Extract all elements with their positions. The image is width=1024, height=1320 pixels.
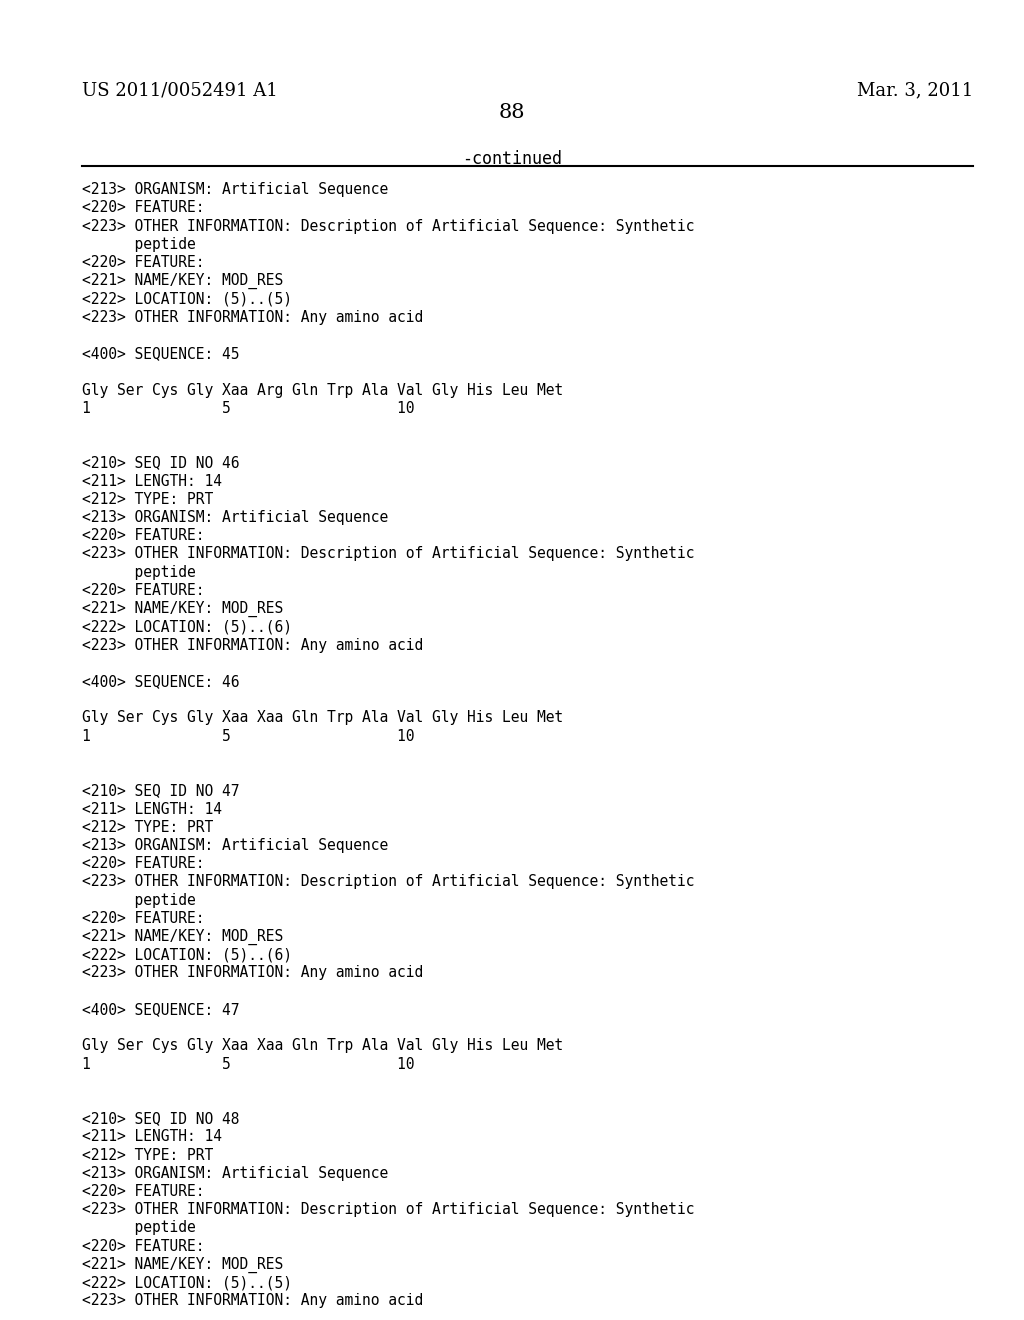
Text: US 2011/0052491 A1: US 2011/0052491 A1 — [82, 82, 278, 100]
Text: <220> FEATURE:: <220> FEATURE: — [82, 255, 205, 271]
Text: peptide: peptide — [82, 892, 196, 908]
Text: -continued: -continued — [462, 150, 562, 169]
Text: <212> TYPE: PRT: <212> TYPE: PRT — [82, 1147, 213, 1163]
Text: peptide: peptide — [82, 565, 196, 579]
Text: <210> SEQ ID NO 46: <210> SEQ ID NO 46 — [82, 455, 240, 470]
Text: <213> ORGANISM: Artificial Sequence: <213> ORGANISM: Artificial Sequence — [82, 182, 388, 197]
Text: <223> OTHER INFORMATION: Any amino acid: <223> OTHER INFORMATION: Any amino acid — [82, 965, 423, 981]
Text: <220> FEATURE:: <220> FEATURE: — [82, 201, 205, 215]
Text: <400> SEQUENCE: 46: <400> SEQUENCE: 46 — [82, 675, 240, 689]
Text: <223> OTHER INFORMATION: Description of Artificial Sequence: Synthetic: <223> OTHER INFORMATION: Description of … — [82, 546, 694, 561]
Text: <222> LOCATION: (5)..(5): <222> LOCATION: (5)..(5) — [82, 1275, 292, 1290]
Text: <220> FEATURE:: <220> FEATURE: — [82, 911, 205, 925]
Text: <220> FEATURE:: <220> FEATURE: — [82, 583, 205, 598]
Text: <400> SEQUENCE: 47: <400> SEQUENCE: 47 — [82, 1002, 240, 1016]
Text: Gly Ser Cys Gly Xaa Xaa Gln Trp Ala Val Gly His Leu Met: Gly Ser Cys Gly Xaa Xaa Gln Trp Ala Val … — [82, 1039, 563, 1053]
Text: <212> TYPE: PRT: <212> TYPE: PRT — [82, 492, 213, 507]
Text: <211> LENGTH: 14: <211> LENGTH: 14 — [82, 474, 222, 488]
Text: <222> LOCATION: (5)..(6): <222> LOCATION: (5)..(6) — [82, 948, 292, 962]
Text: 88: 88 — [499, 103, 525, 121]
Text: Mar. 3, 2011: Mar. 3, 2011 — [856, 82, 973, 100]
Text: Gly Ser Cys Gly Xaa Arg Gln Trp Ala Val Gly His Leu Met: Gly Ser Cys Gly Xaa Arg Gln Trp Ala Val … — [82, 383, 563, 397]
Text: 1               5                   10: 1 5 10 — [82, 1056, 415, 1072]
Text: <221> NAME/KEY: MOD_RES: <221> NAME/KEY: MOD_RES — [82, 929, 284, 945]
Text: <223> OTHER INFORMATION: Any amino acid: <223> OTHER INFORMATION: Any amino acid — [82, 638, 423, 652]
Text: <213> ORGANISM: Artificial Sequence: <213> ORGANISM: Artificial Sequence — [82, 1166, 388, 1181]
Text: 1               5                   10: 1 5 10 — [82, 729, 415, 743]
Text: 1               5                   10: 1 5 10 — [82, 401, 415, 416]
Text: <220> FEATURE:: <220> FEATURE: — [82, 528, 205, 544]
Text: <400> SEQUENCE: 45: <400> SEQUENCE: 45 — [82, 346, 240, 362]
Text: <221> NAME/KEY: MOD_RES: <221> NAME/KEY: MOD_RES — [82, 1257, 284, 1272]
Text: <210> SEQ ID NO 47: <210> SEQ ID NO 47 — [82, 783, 240, 799]
Text: <210> SEQ ID NO 48: <210> SEQ ID NO 48 — [82, 1111, 240, 1126]
Text: <221> NAME/KEY: MOD_RES: <221> NAME/KEY: MOD_RES — [82, 273, 284, 289]
Text: <220> FEATURE:: <220> FEATURE: — [82, 857, 205, 871]
Text: <213> ORGANISM: Artificial Sequence: <213> ORGANISM: Artificial Sequence — [82, 510, 388, 525]
Text: <213> ORGANISM: Artificial Sequence: <213> ORGANISM: Artificial Sequence — [82, 838, 388, 853]
Text: <211> LENGTH: 14: <211> LENGTH: 14 — [82, 1130, 222, 1144]
Text: Gly Ser Cys Gly Xaa Xaa Gln Trp Ala Val Gly His Leu Met: Gly Ser Cys Gly Xaa Xaa Gln Trp Ala Val … — [82, 710, 563, 726]
Text: <211> LENGTH: 14: <211> LENGTH: 14 — [82, 801, 222, 817]
Text: <223> OTHER INFORMATION: Any amino acid: <223> OTHER INFORMATION: Any amino acid — [82, 310, 423, 325]
Text: <223> OTHER INFORMATION: Description of Artificial Sequence: Synthetic: <223> OTHER INFORMATION: Description of … — [82, 874, 694, 890]
Text: <221> NAME/KEY: MOD_RES: <221> NAME/KEY: MOD_RES — [82, 601, 284, 618]
Text: <222> LOCATION: (5)..(5): <222> LOCATION: (5)..(5) — [82, 292, 292, 306]
Text: <222> LOCATION: (5)..(6): <222> LOCATION: (5)..(6) — [82, 619, 292, 635]
Text: <223> OTHER INFORMATION: Description of Artificial Sequence: Synthetic: <223> OTHER INFORMATION: Description of … — [82, 1203, 694, 1217]
Text: <220> FEATURE:: <220> FEATURE: — [82, 1184, 205, 1199]
Text: <212> TYPE: PRT: <212> TYPE: PRT — [82, 820, 213, 834]
Text: <223> OTHER INFORMATION: Description of Artificial Sequence: Synthetic: <223> OTHER INFORMATION: Description of … — [82, 219, 694, 234]
Text: <223> OTHER INFORMATION: Any amino acid: <223> OTHER INFORMATION: Any amino acid — [82, 1294, 423, 1308]
Text: peptide: peptide — [82, 1221, 196, 1236]
Text: peptide: peptide — [82, 236, 196, 252]
Text: <220> FEATURE:: <220> FEATURE: — [82, 1238, 205, 1254]
